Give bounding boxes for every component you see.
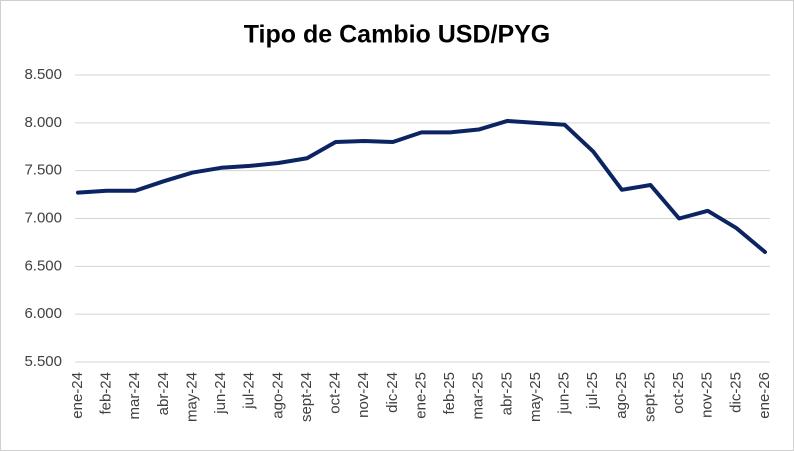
- x-tick-label: ago-24: [269, 372, 286, 419]
- x-tick-label: ago-25: [613, 372, 630, 419]
- x-tick-label: mar-24: [126, 372, 143, 420]
- x-tick-label: nov-24: [355, 372, 372, 418]
- x-tick-label: nov-25: [699, 372, 716, 418]
- x-tick-label: oct-24: [327, 372, 344, 414]
- y-tick-label: 8.500: [24, 66, 62, 83]
- x-tick-label: jun-25: [556, 372, 573, 415]
- x-tick-label: dic-25: [727, 372, 744, 413]
- x-tick-label: jun-24: [212, 372, 229, 415]
- x-tick-label: ene-25: [412, 372, 429, 419]
- x-tick-label: oct-25: [670, 372, 687, 414]
- chart-title: Tipo de Cambio USD/PYG: [244, 21, 551, 49]
- y-tick-label: 7.000: [24, 209, 62, 226]
- y-tick-label: 6.000: [24, 305, 62, 322]
- line: [76, 118, 767, 254]
- x-tick-label: abr-25: [498, 372, 515, 415]
- x-tick-label: may-24: [183, 372, 200, 422]
- y-tick-label: 6.500: [24, 257, 62, 274]
- x-tick-label: sept-24: [298, 372, 315, 422]
- y-tick-label: 5.500: [24, 353, 62, 370]
- x-tick-label: may-25: [527, 372, 544, 422]
- y-tick-label: 8.000: [24, 114, 62, 131]
- x-tick-label: jul-24: [241, 372, 258, 410]
- x-tick-label: abr-24: [155, 372, 172, 415]
- x-tick-label: ene-24: [69, 372, 86, 419]
- x-tick-label: mar-25: [470, 372, 487, 420]
- x-tick-label: sept-25: [641, 372, 658, 422]
- x-tick-label: dic-24: [384, 372, 401, 413]
- x-tick-label: feb-25: [441, 372, 458, 415]
- x-tick-label: jul-25: [584, 372, 601, 410]
- y-tick-label: 7.500: [24, 162, 62, 179]
- x-tick-label: feb-24: [98, 372, 115, 415]
- x-tick-label: ene-26: [756, 372, 773, 419]
